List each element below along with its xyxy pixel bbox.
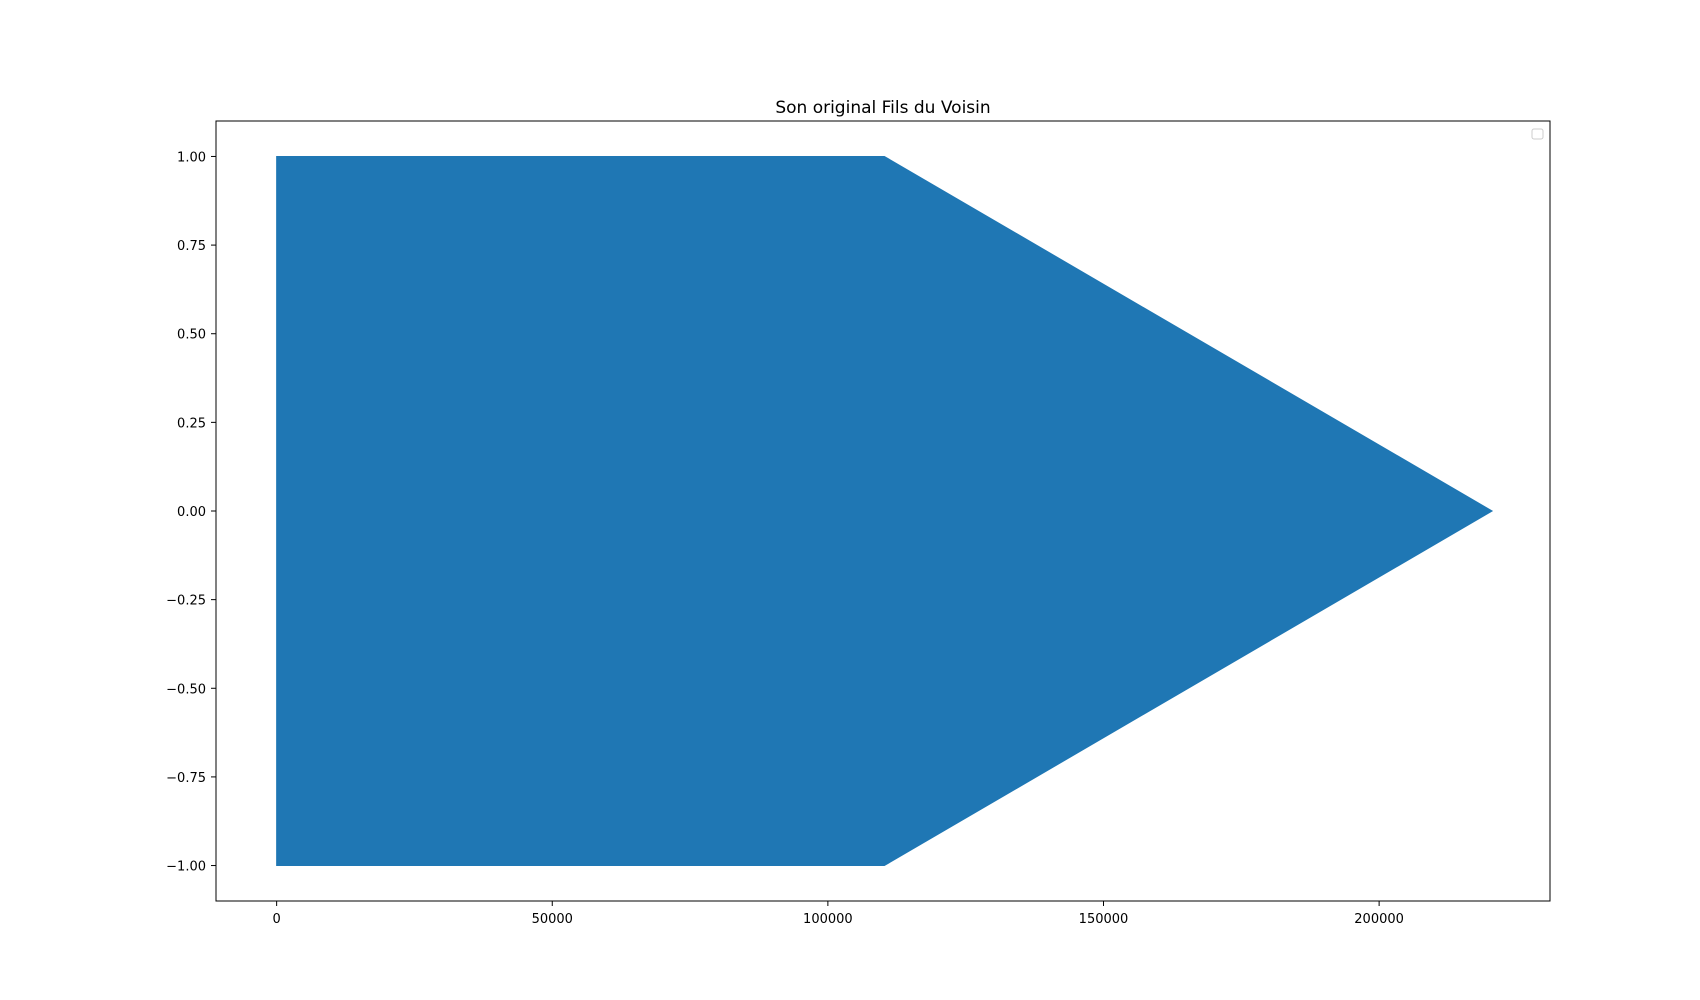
waveform-series-0 [276, 155, 1494, 867]
y-tick-label: −0.25 [166, 594, 206, 609]
y-tick-label: −0.50 [166, 682, 206, 697]
y-tick-label: 0.75 [177, 239, 206, 254]
x-tick-label: 0 [272, 912, 280, 927]
legend-box [1531, 128, 1544, 140]
y-tick-label: 0.00 [177, 505, 206, 520]
x-tick-label: 100000 [803, 912, 853, 927]
chart-title: Son original Fils du Voisin [775, 98, 990, 118]
y-axis: 1.00 0.75 0.50 0.25 0.00 −0.25 −0.50 −0.75 −1.00 [166, 150, 216, 875]
y-tick-label: −1.00 [166, 860, 206, 875]
y-tick-label: 1.00 [177, 150, 206, 165]
y-tick-label: 0.50 [177, 328, 206, 343]
x-tick-label: 50000 [532, 912, 573, 927]
y-tick-label: −0.75 [166, 771, 206, 786]
x-tick-label: 200000 [1354, 912, 1404, 927]
x-axis: 0 50000 100000 150000 200000 [272, 901, 1404, 927]
y-tick-label: 0.25 [177, 416, 206, 431]
plot-area [276, 155, 1494, 867]
x-tick-label: 150000 [1079, 912, 1129, 927]
